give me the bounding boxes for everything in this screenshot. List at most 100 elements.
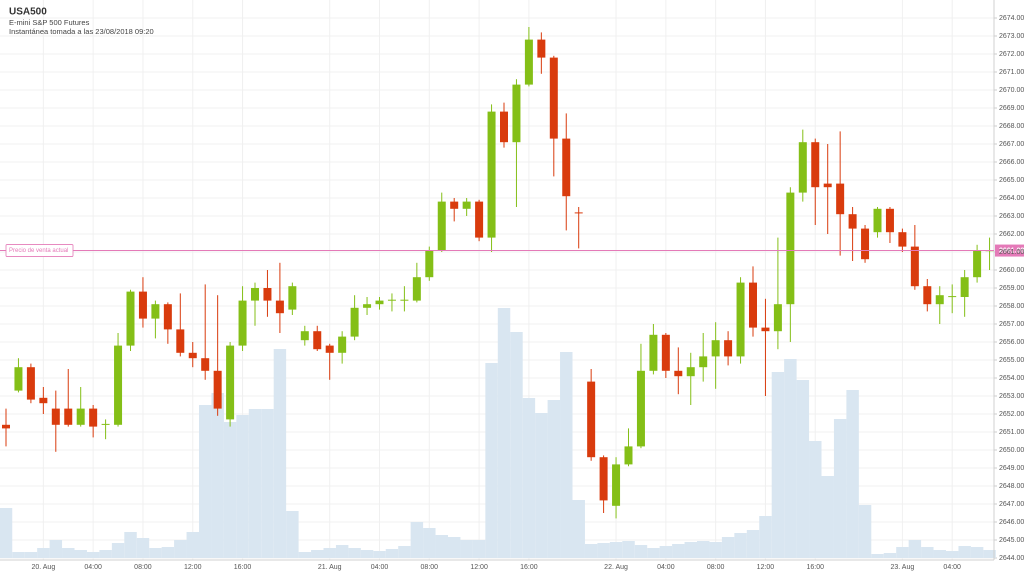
candle-body	[39, 397, 48, 404]
volume-bar	[460, 540, 473, 558]
volume-bar	[833, 419, 847, 558]
volume-bar	[672, 544, 685, 558]
y-tick-label: 2651.00	[999, 429, 1024, 436]
candle-body	[375, 300, 384, 305]
volume-bar	[522, 398, 536, 558]
candle-body	[387, 299, 396, 301]
volume-bar	[535, 413, 548, 558]
x-tick-label: 22. Aug	[604, 564, 628, 571]
y-tick-label: 2669.00	[999, 105, 1024, 112]
candle-body	[599, 457, 608, 501]
candle-body	[114, 345, 123, 425]
x-tick-label: 16:00	[806, 564, 824, 571]
candle-body	[624, 446, 633, 465]
candle-body	[823, 183, 832, 188]
candle-body	[885, 208, 894, 233]
y-tick-label: 2658.00	[999, 303, 1024, 310]
candle-body	[500, 111, 508, 143]
candle-body	[2, 424, 10, 429]
volume-bar	[49, 540, 63, 558]
volume-bar	[435, 535, 448, 558]
candle-body	[89, 408, 98, 427]
volume-bar	[37, 548, 50, 558]
y-tick-label: 2668.00	[999, 123, 1024, 130]
candle-body	[574, 212, 583, 214]
x-tick-label: 08:00	[421, 564, 439, 571]
y-tick-label: 2648.00	[999, 483, 1024, 490]
volume-bar	[821, 476, 834, 558]
volume-bar	[771, 372, 785, 558]
candle-body	[226, 345, 235, 420]
candle-body	[512, 84, 521, 143]
volume-bar	[684, 542, 697, 558]
candle-body	[425, 250, 434, 278]
candle-body	[786, 192, 795, 305]
volume-bar	[560, 352, 573, 558]
y-tick-label: 2670.00	[999, 87, 1024, 94]
candle-body	[188, 352, 197, 359]
y-tick-label: 2645.00	[999, 537, 1024, 544]
y-tick-label: 2649.00	[999, 465, 1024, 472]
volume-bar	[124, 532, 137, 558]
volume-bar	[609, 542, 623, 558]
volume-bar	[547, 400, 561, 558]
candle-body	[101, 423, 110, 425]
x-tick-label: 16:00	[520, 564, 538, 571]
y-tick-label: 2673.00	[999, 33, 1024, 40]
candle-body	[338, 336, 347, 353]
candle-body	[263, 288, 272, 301]
volume-bar	[896, 547, 909, 558]
volume-bar	[273, 349, 287, 558]
candle-body	[64, 408, 73, 425]
y-tick-label: 2672.00	[999, 51, 1024, 58]
volume-bar	[86, 552, 100, 558]
volume-bar	[846, 390, 859, 558]
x-tick-label: 12:00	[184, 564, 202, 571]
x-tick-label: 04:00	[657, 564, 675, 571]
volume-bar	[921, 547, 934, 558]
volume-bar	[697, 541, 710, 558]
candle-body	[412, 277, 421, 301]
y-tick-label: 2665.00	[999, 177, 1024, 184]
candle-body	[699, 356, 708, 368]
y-tick-label: 2644.00	[999, 555, 1024, 562]
candle-body	[798, 142, 807, 193]
candle-body	[636, 370, 645, 447]
volume-bar	[497, 308, 511, 558]
volume-bar	[161, 547, 175, 558]
volume-bar	[360, 550, 374, 558]
candle-body	[910, 246, 919, 287]
candle-body	[549, 57, 558, 139]
volume-bar	[311, 550, 324, 558]
volume-bar	[286, 511, 299, 558]
volume-bar	[298, 552, 312, 558]
candle-body	[923, 286, 932, 305]
volume-bar	[858, 505, 872, 558]
candle-body	[736, 282, 745, 357]
candle-body	[251, 288, 259, 301]
volume-bar	[883, 553, 897, 558]
y-tick-label: 2646.00	[999, 519, 1024, 526]
candle-body	[724, 340, 733, 357]
y-tick-label: 2654.00	[999, 375, 1024, 382]
volume-bar	[410, 522, 424, 558]
candle-body	[973, 250, 982, 278]
volume-bar	[335, 545, 349, 558]
candle-body	[350, 307, 359, 337]
y-tick-label: 2660.00	[999, 267, 1024, 274]
candle-body	[587, 381, 596, 458]
candle-body	[811, 142, 820, 188]
x-tick-label: 04:00	[943, 564, 961, 571]
x-tick-label: 23. Aug	[891, 564, 915, 571]
volume-bar	[199, 405, 212, 558]
candle-body	[749, 282, 757, 328]
volume-bar	[809, 441, 822, 558]
volume-bar	[62, 548, 75, 558]
candle-body	[487, 111, 496, 238]
volume-bar	[759, 516, 772, 558]
volume-bar	[597, 543, 610, 558]
volume-bar	[74, 550, 87, 558]
candle-body	[861, 228, 870, 260]
y-tick-label: 2657.00	[999, 321, 1024, 328]
volume-bar	[236, 415, 249, 558]
